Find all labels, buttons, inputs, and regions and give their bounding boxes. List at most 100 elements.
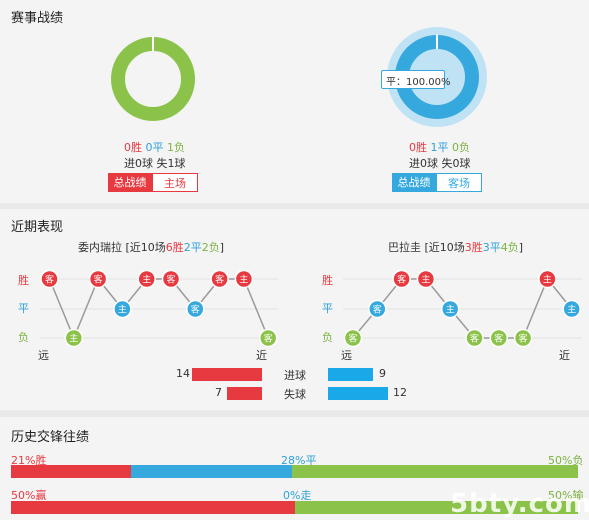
away-match-point[interactable]: 客 bbox=[368, 299, 387, 319]
home-match-dot bbox=[210, 269, 229, 289]
home-axis-loss: 负 bbox=[18, 331, 29, 344]
home-venue-label: 客 bbox=[166, 274, 175, 286]
home-venue-label: 主 bbox=[118, 304, 127, 316]
home-match-point[interactable]: 主 bbox=[113, 299, 132, 319]
home-recent-losses: 2负 bbox=[201, 241, 220, 254]
home-match-point[interactable]: 客 bbox=[186, 299, 205, 319]
away-match-point[interactable]: 客 bbox=[513, 328, 533, 348]
home-match-point[interactable]: 主 bbox=[137, 269, 156, 289]
away-match-point[interactable]: 客 bbox=[392, 269, 411, 289]
away-near-label: 近 bbox=[559, 349, 570, 362]
away-match-point[interactable]: 客 bbox=[465, 328, 484, 348]
home-match-point[interactable]: 主 bbox=[64, 328, 84, 348]
home-match-point[interactable]: 客 bbox=[40, 269, 59, 289]
home-venue-label: 主 bbox=[69, 333, 78, 345]
away-venue-label: 客 bbox=[397, 274, 406, 286]
home-venue-label: 主 bbox=[239, 274, 248, 286]
goals-for-home-value: 14 bbox=[176, 367, 190, 380]
away-recent-wins: 3胜 bbox=[464, 241, 483, 254]
h2h-draw-segment bbox=[131, 465, 292, 478]
home-goals: 进0球 失1球 bbox=[124, 157, 186, 170]
away-match-point[interactable]: 主 bbox=[538, 269, 557, 289]
goals-for-home-bar bbox=[192, 368, 262, 381]
home-venue-label: 客 bbox=[45, 274, 54, 286]
home-far-label: 远 bbox=[38, 349, 49, 362]
away-match-dot bbox=[440, 299, 460, 319]
summary-open: [近10场 bbox=[421, 241, 465, 254]
away-venue-label: 主 bbox=[421, 274, 430, 286]
home-match-point[interactable]: 客 bbox=[88, 269, 108, 289]
record-title: 赛事战绩 bbox=[11, 11, 64, 26]
h2h-panel: 历史交锋往绩 21%胜 28%平 50%负 50%赢 0%走 50%输 5bty… bbox=[0, 417, 589, 520]
h2h-loss-pct: 50%负 bbox=[548, 454, 584, 467]
h2h-handicap-loss-pct: 50%输 bbox=[548, 489, 584, 502]
away-match-point[interactable]: 主 bbox=[440, 299, 460, 319]
home-recent-wins: 6胜 bbox=[165, 241, 184, 254]
away-match-dot bbox=[392, 269, 411, 289]
away-axis-win: 胜 bbox=[322, 274, 333, 287]
h2h-handicap-bar bbox=[11, 501, 578, 514]
away-match-point[interactable]: 客 bbox=[343, 328, 363, 348]
home-axis-win: 胜 bbox=[18, 274, 29, 287]
home-tab-home[interactable]: 主场 bbox=[152, 173, 198, 192]
goals-against-away-value: 12 bbox=[393, 386, 407, 399]
h2h-handicap-win-segment bbox=[11, 501, 295, 514]
goals-for-label: 进球 bbox=[284, 369, 306, 382]
recent-panel: 近期表现 委内瑞拉 [近10场6胜2平2负] 巴拉圭 [近10场3胜3平4负] … bbox=[0, 209, 589, 410]
home-match-dot bbox=[40, 269, 59, 289]
loss-ring bbox=[111, 37, 195, 121]
home-axis-draw: 平 bbox=[18, 302, 29, 315]
watermark: 5bty.com bbox=[450, 489, 589, 519]
h2h-win-segment bbox=[11, 465, 132, 478]
away-team-name: 巴拉圭 bbox=[388, 241, 421, 254]
home-match-point[interactable]: 客 bbox=[258, 328, 278, 348]
home-match-point[interactable]: 客 bbox=[161, 269, 181, 289]
away-tab-overall[interactable]: 总战绩 bbox=[392, 173, 436, 192]
away-venue-label: 主 bbox=[567, 304, 576, 316]
away-tab-away[interactable]: 客场 bbox=[436, 173, 482, 192]
away-recent-losses: 4负 bbox=[500, 241, 519, 254]
away-match-point[interactable]: 客 bbox=[489, 328, 509, 348]
h2h-draw-pct: 28%平 bbox=[281, 454, 317, 467]
h2h-loss-segment bbox=[291, 465, 578, 478]
away-match-dot bbox=[368, 299, 387, 319]
away-match-dot bbox=[465, 328, 484, 348]
goals-against-away-bar bbox=[328, 387, 388, 400]
h2h-handicap-loss-segment bbox=[294, 501, 578, 514]
away-match-point[interactable]: 主 bbox=[416, 269, 436, 289]
home-match-point[interactable]: 客 bbox=[210, 269, 229, 289]
home-recent-header: 委内瑞拉 [近10场6胜2平2负] bbox=[78, 239, 224, 255]
away-wins: 0胜 bbox=[409, 141, 427, 154]
goals-against-label: 失球 bbox=[284, 388, 306, 401]
home-match-point[interactable]: 主 bbox=[234, 269, 254, 289]
away-match-dot bbox=[416, 269, 436, 289]
home-recent-draws: 2平 bbox=[183, 241, 202, 254]
home-match-dot bbox=[64, 328, 84, 348]
away-match-dot bbox=[343, 328, 363, 348]
away-axis-draw: 平 bbox=[322, 302, 333, 315]
away-match-dot bbox=[562, 299, 581, 319]
record-panel: 赛事战绩 0胜 0平 1负 进0球 失1球 总战绩 主场 平：100.00% 0… bbox=[0, 0, 589, 203]
away-venue-label: 客 bbox=[519, 333, 528, 345]
goals-against-home-bar bbox=[227, 387, 262, 400]
away-trend-line bbox=[352, 277, 573, 339]
away-draws: 1平 bbox=[430, 141, 449, 154]
home-tab-overall[interactable]: 总战绩 bbox=[108, 173, 152, 192]
away-trend-chart: 客客客 主主客客客主主 bbox=[343, 269, 582, 348]
home-venue-label: 客 bbox=[191, 304, 200, 316]
home-venue-label: 客 bbox=[94, 274, 103, 286]
away-wdl: 0胜 1平 0负 bbox=[409, 139, 470, 155]
h2h-title: 历史交锋往绩 bbox=[11, 430, 90, 445]
home-wins: 0胜 bbox=[124, 141, 142, 154]
summary-close: ] bbox=[219, 241, 225, 254]
home-match-dot bbox=[186, 299, 205, 319]
home-venue-label: 客 bbox=[215, 274, 224, 286]
home-draws: 0平 bbox=[145, 141, 164, 154]
away-venue-label: 客 bbox=[470, 333, 479, 345]
home-match-dot bbox=[234, 269, 254, 289]
away-match-point[interactable]: 主 bbox=[562, 299, 581, 319]
home-record-donut bbox=[111, 37, 195, 121]
home-losses: 1负 bbox=[167, 141, 185, 154]
recent-title: 近期表现 bbox=[11, 220, 64, 235]
